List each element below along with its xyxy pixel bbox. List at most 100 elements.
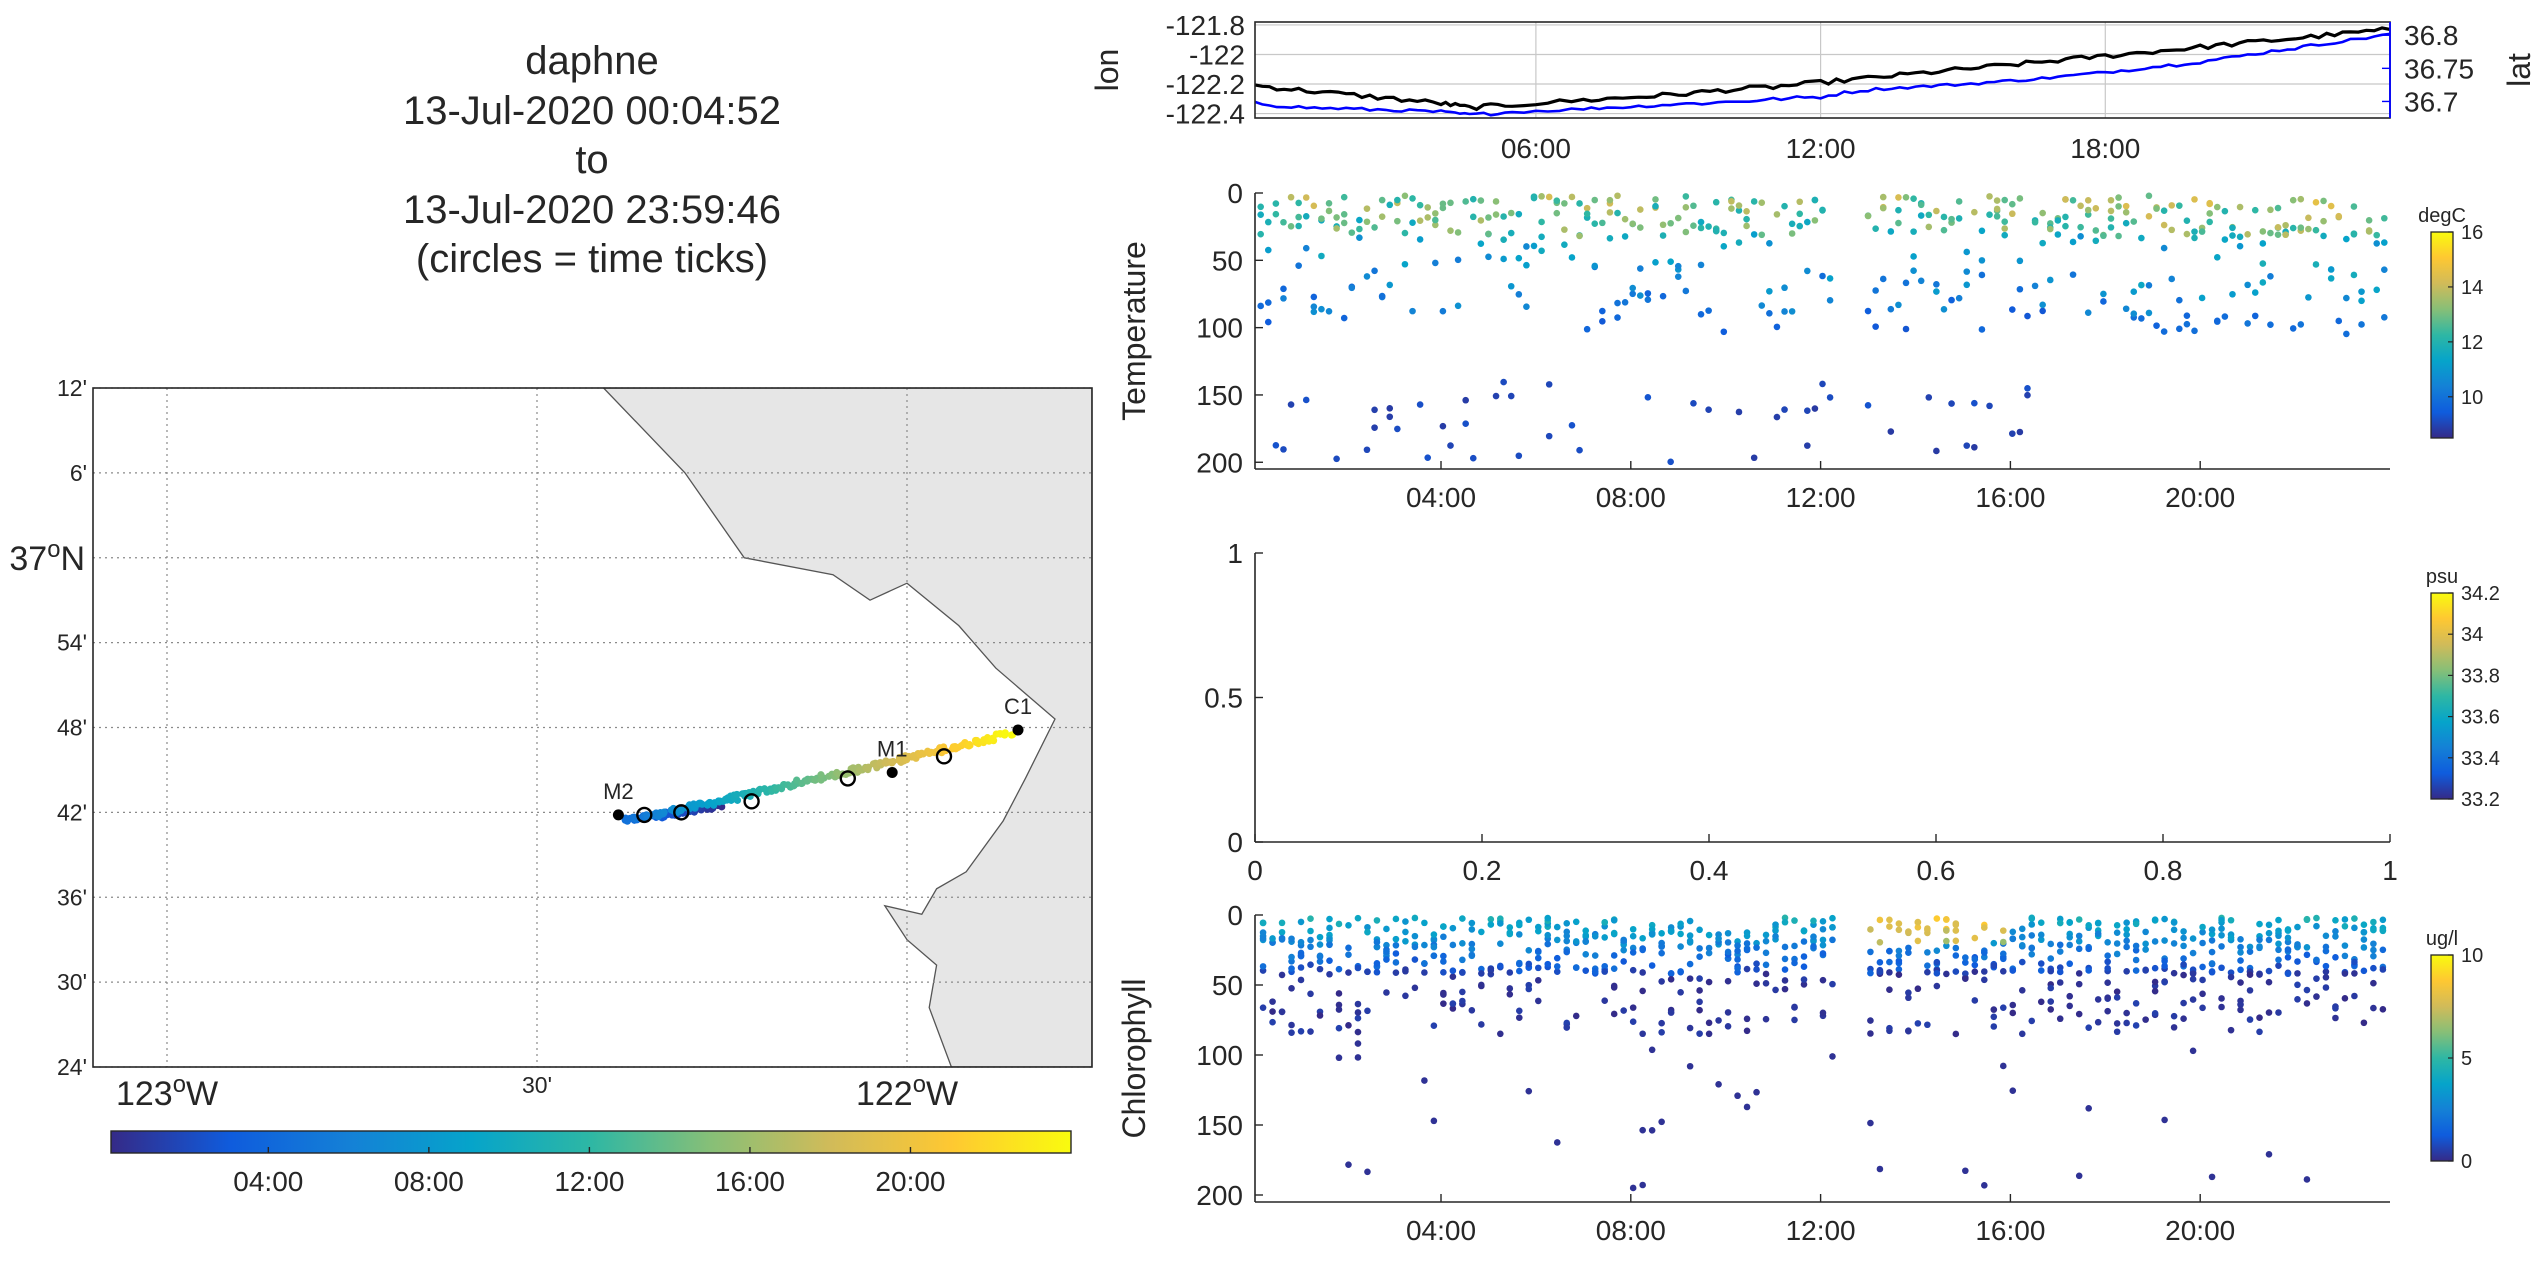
colorbar-tick-label: 0 — [2461, 1151, 2472, 1173]
chlorophyll-point — [1316, 965, 1324, 973]
x-tick-label: 12:00 — [1786, 482, 1856, 513]
chlorophyll-point — [1364, 923, 1371, 931]
chlorophyll-point — [1705, 978, 1713, 986]
chlorophyll-point — [2189, 996, 2197, 1003]
temperature-point — [1591, 220, 1599, 227]
chlorophyll-point — [1677, 989, 1684, 996]
chlorophyll-point — [1895, 952, 1903, 959]
temperature-point — [2327, 202, 2335, 210]
chlorophyll-point — [1829, 936, 1836, 944]
temperature-point — [1804, 442, 1811, 449]
chlorophyll-point — [2284, 970, 2292, 978]
temperature-point — [1462, 198, 1469, 205]
chlorophyll-point — [1876, 959, 1884, 966]
temperature-point — [1386, 281, 1394, 289]
chlorophyll-point — [1667, 969, 1675, 977]
temperature-point — [2062, 222, 2069, 230]
temperature-point — [1500, 255, 1507, 263]
colorbar-tick-label: 10 — [2461, 387, 2483, 409]
temperature-point — [1766, 309, 1773, 317]
chlorophyll-point — [1905, 994, 1912, 1002]
temperature-point — [1933, 447, 1940, 455]
chlorophyll-point — [1962, 1167, 1969, 1175]
chlorophyll-point — [1553, 954, 1561, 962]
temperature-point — [2008, 200, 2016, 208]
chlorophyll-point — [2142, 946, 2149, 953]
chlorophyll-point — [1354, 1054, 1362, 1061]
temperature-point — [1439, 422, 1447, 430]
temperature-point — [1796, 198, 1804, 206]
chlorophyll-point — [1383, 956, 1390, 963]
temperature-point — [1621, 298, 1629, 306]
temperature-point — [1743, 222, 1750, 230]
chlorophyll-point — [1553, 963, 1561, 970]
temperature-point — [1826, 394, 1834, 401]
chlorophyll-point — [1259, 929, 1267, 936]
chlorophyll-point — [1753, 944, 1760, 951]
chlorophyll-point — [1686, 975, 1694, 982]
chlorophyll-point — [1307, 1028, 1314, 1035]
chlorophyll-point — [1421, 960, 1428, 967]
temperature-point — [1902, 279, 1910, 287]
temperature-point — [1333, 214, 1340, 221]
chlorophyll-point — [1307, 990, 1314, 998]
temperature-point — [2365, 227, 2373, 234]
title-line: 13-Jul-2020 23:59:46 — [403, 188, 781, 232]
chlorophyll-point — [1819, 941, 1827, 949]
temperature-point — [2191, 327, 2198, 335]
temperature-point — [1887, 305, 1895, 313]
chlorophyll-point — [2104, 994, 2111, 1002]
temperature-point — [2130, 310, 2138, 318]
temperature-point — [1659, 232, 1667, 239]
chlorophyll-point — [1715, 1017, 1722, 1024]
chlorophyll-point — [2170, 926, 2178, 934]
chlorophyll-point — [2132, 956, 2140, 964]
chlorophyll-point — [2246, 987, 2254, 994]
y-axis-label: Temperature — [1116, 241, 1152, 421]
chlorophyll-point — [2075, 916, 2083, 923]
chlorophyll-point — [2028, 950, 2036, 958]
temperature-point — [1295, 199, 1302, 207]
chlorophyll-point — [1610, 952, 1618, 959]
temperature-point — [1971, 443, 1978, 451]
chlorophyll-point — [2370, 926, 2377, 934]
temperature-point — [2221, 236, 2229, 243]
chlorophyll-point — [1886, 947, 1893, 955]
map-y-tick-label: 6' — [70, 460, 87, 486]
chlorophyll-point — [1629, 1004, 1637, 1011]
chlorophyll-point — [1895, 947, 1903, 955]
chlorophyll-point — [1743, 1015, 1751, 1023]
chlorophyll-point — [1819, 950, 1827, 957]
temperature-point — [2236, 233, 2244, 241]
temperature-point — [2092, 205, 2100, 212]
temperature-point — [2031, 282, 2039, 290]
title-line: to — [575, 138, 608, 182]
chlorophyll-point — [2218, 964, 2225, 972]
chlorophyll-point — [2227, 973, 2235, 981]
temperature-point — [1758, 231, 1766, 239]
temperature-point — [2236, 242, 2244, 250]
track-point — [817, 771, 825, 779]
chlorophyll-point — [2275, 916, 2282, 924]
chlorophyll-point — [1610, 1010, 1618, 1018]
temperature-point — [1659, 292, 1667, 300]
chlorophyll-point — [1762, 970, 1770, 978]
chlorophyll-point — [1354, 964, 1362, 972]
chlorophyll-point — [1724, 1023, 1732, 1030]
chlorophyll-point — [1667, 928, 1675, 935]
chlorophyll-point — [1572, 964, 1580, 971]
temperature-point — [1819, 207, 1826, 214]
y-tick-label: 150 — [1196, 380, 1243, 411]
chlorophyll-point — [2370, 979, 2377, 987]
temperature-point — [1561, 241, 1568, 248]
chlorophyll-point — [2246, 1016, 2254, 1023]
chlorophyll-point — [1468, 926, 1476, 933]
chlorophyll-point — [1696, 1006, 1703, 1014]
temperature-point — [1955, 294, 1963, 302]
chlorophyll-point — [1629, 925, 1637, 933]
chlorophyll-point — [1601, 934, 1609, 941]
chlorophyll-point — [1781, 955, 1789, 963]
chlorophyll-point — [2351, 915, 2358, 922]
x-tick-label: 08:00 — [1596, 1215, 1666, 1246]
lon-lat-chart: -121.8-122-122.2-122.4 06:00 12:00 18:00 36.… — [1089, 10, 2537, 164]
